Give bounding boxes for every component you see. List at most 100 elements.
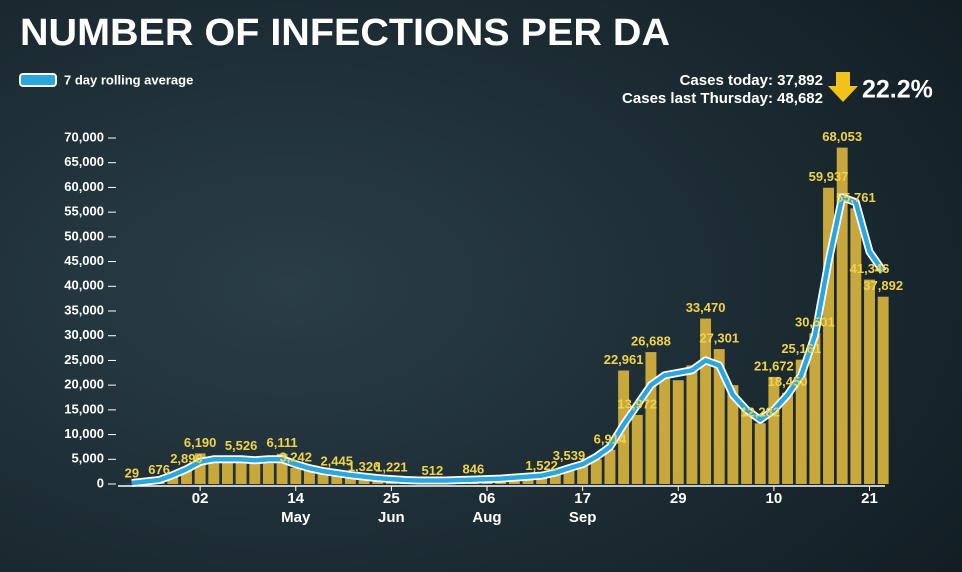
y-tick-label: 15,000 bbox=[64, 401, 104, 416]
bar bbox=[577, 464, 589, 484]
bar bbox=[864, 279, 875, 484]
change-percent: 22.2% bbox=[862, 76, 933, 104]
y-tick-label: 45,000 bbox=[64, 253, 104, 268]
value-label: 6,190 bbox=[184, 435, 217, 450]
value-label: 3,242 bbox=[279, 449, 312, 464]
bar bbox=[754, 423, 766, 484]
bar bbox=[877, 296, 889, 484]
x-tick-label: 10 bbox=[766, 490, 783, 507]
value-label: 26,688 bbox=[631, 334, 671, 349]
bar bbox=[344, 475, 356, 484]
rolling-average-line bbox=[131, 195, 886, 486]
value-label: 37,892 bbox=[863, 278, 903, 293]
y-tick-label: 40,000 bbox=[64, 278, 104, 293]
bar bbox=[823, 187, 834, 484]
value-label: 21,672 bbox=[754, 358, 794, 373]
legend-swatch bbox=[19, 73, 57, 87]
legend-label: 7 day rolling average bbox=[64, 72, 193, 87]
bar bbox=[672, 380, 684, 484]
value-label: 41,346 bbox=[850, 261, 890, 276]
value-label: 68,053 bbox=[822, 129, 862, 144]
value-label: 59,937 bbox=[809, 169, 849, 184]
bar bbox=[221, 460, 233, 484]
bar bbox=[290, 467, 302, 484]
bar bbox=[549, 471, 561, 484]
y-tick-label: 25,000 bbox=[64, 352, 104, 367]
bar bbox=[604, 449, 616, 484]
bar bbox=[536, 476, 548, 484]
bar bbox=[686, 365, 698, 484]
bar bbox=[563, 466, 575, 484]
y-tick-label: 50,000 bbox=[64, 228, 104, 243]
bar bbox=[303, 469, 315, 484]
x-tick-label: 06 bbox=[479, 490, 496, 507]
bar bbox=[795, 359, 807, 484]
bar bbox=[276, 453, 288, 484]
y-tick-label: 20,000 bbox=[64, 377, 104, 392]
x-tick-label: 29 bbox=[670, 490, 687, 507]
bar bbox=[358, 477, 370, 484]
value-label: 30,501 bbox=[795, 315, 835, 330]
value-label: 1,326 bbox=[348, 459, 381, 474]
y-tick-label: 30,000 bbox=[64, 327, 104, 342]
x-tick-label: 17 bbox=[574, 490, 591, 507]
bar bbox=[181, 469, 192, 484]
value-label: 22,961 bbox=[604, 352, 644, 367]
value-label: 6,111 bbox=[267, 435, 298, 450]
value-label: 3,539 bbox=[553, 448, 586, 463]
cases-today: Cases today: 37,892 bbox=[680, 72, 823, 89]
bar bbox=[262, 463, 274, 484]
value-label: 846 bbox=[462, 461, 484, 476]
y-tick-label: 70,000 bbox=[64, 129, 104, 144]
x-month-label: Jun bbox=[378, 509, 405, 526]
bar bbox=[331, 471, 343, 484]
bar bbox=[645, 352, 657, 484]
x-tick-label: 21 bbox=[861, 490, 878, 507]
value-label: 27,301 bbox=[699, 330, 739, 345]
bar bbox=[809, 333, 821, 484]
bar bbox=[836, 147, 848, 484]
x-tick-label: 02 bbox=[192, 490, 209, 507]
value-label: 5,526 bbox=[225, 438, 258, 453]
bar bbox=[713, 349, 725, 484]
bar bbox=[782, 392, 794, 484]
bar bbox=[631, 414, 643, 484]
bar bbox=[741, 409, 753, 484]
value-label: 512 bbox=[422, 463, 444, 478]
x-tick-label: 25 bbox=[383, 490, 400, 507]
value-label: 33,470 bbox=[686, 300, 726, 315]
chart-title: NUMBER OF INFECTIONS PER DA bbox=[20, 12, 670, 54]
bar bbox=[194, 453, 206, 484]
down-arrow bbox=[828, 72, 858, 102]
bar bbox=[850, 208, 862, 484]
y-tick-label: 65,000 bbox=[64, 154, 104, 169]
y-tick-label: 10,000 bbox=[64, 426, 104, 441]
value-label: 2,890 bbox=[170, 451, 203, 466]
bar bbox=[700, 318, 712, 484]
x-month-label: Sep bbox=[569, 509, 597, 526]
x-month-label: Aug bbox=[472, 509, 501, 526]
bar bbox=[167, 476, 179, 484]
y-tick-label: 5,000 bbox=[71, 451, 104, 466]
bar bbox=[235, 456, 247, 484]
x-month-label: May bbox=[281, 509, 311, 526]
bar bbox=[249, 461, 261, 484]
value-label: 1,221 bbox=[375, 459, 408, 474]
bar bbox=[590, 459, 602, 484]
value-label: 29 bbox=[125, 465, 139, 480]
value-label: 55,761 bbox=[836, 190, 876, 205]
cases-last-thursday: Cases last Thursday: 48,682 bbox=[622, 90, 823, 107]
value-label: 18,450 bbox=[768, 374, 808, 389]
y-tick-label: 0 bbox=[97, 475, 104, 490]
bar bbox=[727, 385, 739, 484]
value-label: 2,445 bbox=[320, 453, 353, 468]
y-tick-label: 35,000 bbox=[64, 302, 104, 317]
value-label: 25,161 bbox=[781, 341, 821, 356]
bar bbox=[659, 375, 671, 484]
value-label: 1,522 bbox=[525, 458, 558, 473]
bar bbox=[317, 471, 329, 484]
y-tick-label: 60,000 bbox=[64, 179, 104, 194]
y-tick-label: 55,000 bbox=[64, 204, 104, 219]
bar bbox=[208, 459, 220, 484]
